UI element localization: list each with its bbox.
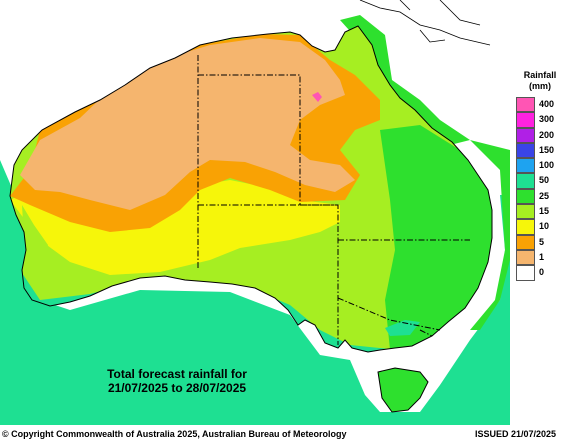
legend-rows: 400 300 200 150 100 50 25 15 10 5 1 0	[513, 97, 567, 281]
legend-title: Rainfall	[523, 70, 557, 80]
legend-row: 400	[513, 97, 567, 113]
northern-islands-outline	[359, 0, 491, 46]
rain-zone-15mm-west	[22, 205, 48, 265]
coastline	[9, 25, 493, 353]
legend-unit: (mm)	[529, 81, 551, 91]
legend-swatch	[516, 112, 535, 128]
rain-zone-25mm-east	[380, 125, 492, 350]
legend-value: 10	[539, 221, 550, 232]
legend-swatch	[516, 188, 535, 205]
rain-zone-1mm	[20, 38, 355, 210]
state-borders	[197, 55, 470, 345]
legend-value: 100	[539, 160, 555, 171]
legend-value: 400	[539, 99, 555, 109]
legend-row: 15	[513, 204, 567, 220]
legend-value: 200	[539, 129, 555, 140]
legend-row: 150	[513, 142, 567, 159]
legend-swatch	[516, 265, 535, 281]
forecast-title-line1: Total forecast rainfall for	[107, 367, 247, 381]
rainfall-legend: Rainfall (mm) 400 300 200 150 100 50 25 15 10 5 1 0	[513, 70, 567, 281]
forecast-title-line2: 21/07/2025 to 28/07/2025	[107, 381, 247, 395]
legend-value: 50	[539, 175, 550, 186]
legend-swatch	[516, 219, 535, 235]
legend-row: 25	[513, 188, 567, 205]
tasmania	[377, 367, 429, 413]
legend-value: 0	[539, 267, 545, 278]
legend-value: 150	[539, 144, 555, 155]
legend-swatch	[516, 158, 535, 174]
legend-swatch	[516, 204, 535, 220]
issued-date: ISSUED 21/07/2025	[474, 429, 556, 439]
legend-value: 300	[539, 114, 555, 125]
ocean-rain-band-south	[0, 160, 510, 425]
rain-zone-400mm-spot	[312, 92, 322, 102]
legend-value: 1	[539, 251, 545, 262]
legend-row: 300	[513, 112, 567, 128]
copyright-text: © Copyright Commonwealth of Australia 20…	[2, 429, 347, 439]
legend-row: 0	[513, 265, 567, 281]
legend-swatch	[516, 234, 535, 250]
ocean-rain-band-east	[470, 140, 510, 330]
legend-value: 25	[539, 190, 550, 201]
legend-row: 1	[513, 249, 567, 266]
legend-swatch	[516, 127, 535, 143]
legend-row: 50	[513, 173, 567, 189]
forecast-title: Total forecast rainfall for 21/07/2025 t…	[92, 367, 262, 395]
legend-value: 5	[539, 236, 545, 247]
legend-value: 15	[539, 206, 550, 217]
rain-zone-10mm	[10, 180, 340, 275]
legend-row: 10	[513, 219, 567, 235]
legend-swatch	[516, 173, 535, 189]
legend-row: 100	[513, 158, 567, 174]
legend-swatch	[516, 142, 535, 159]
legend-row: 200	[513, 127, 567, 143]
legend-row: 5	[513, 234, 567, 250]
rainfall-map	[0, 0, 510, 425]
legend-swatch	[516, 249, 535, 266]
legend-swatch	[516, 97, 535, 113]
